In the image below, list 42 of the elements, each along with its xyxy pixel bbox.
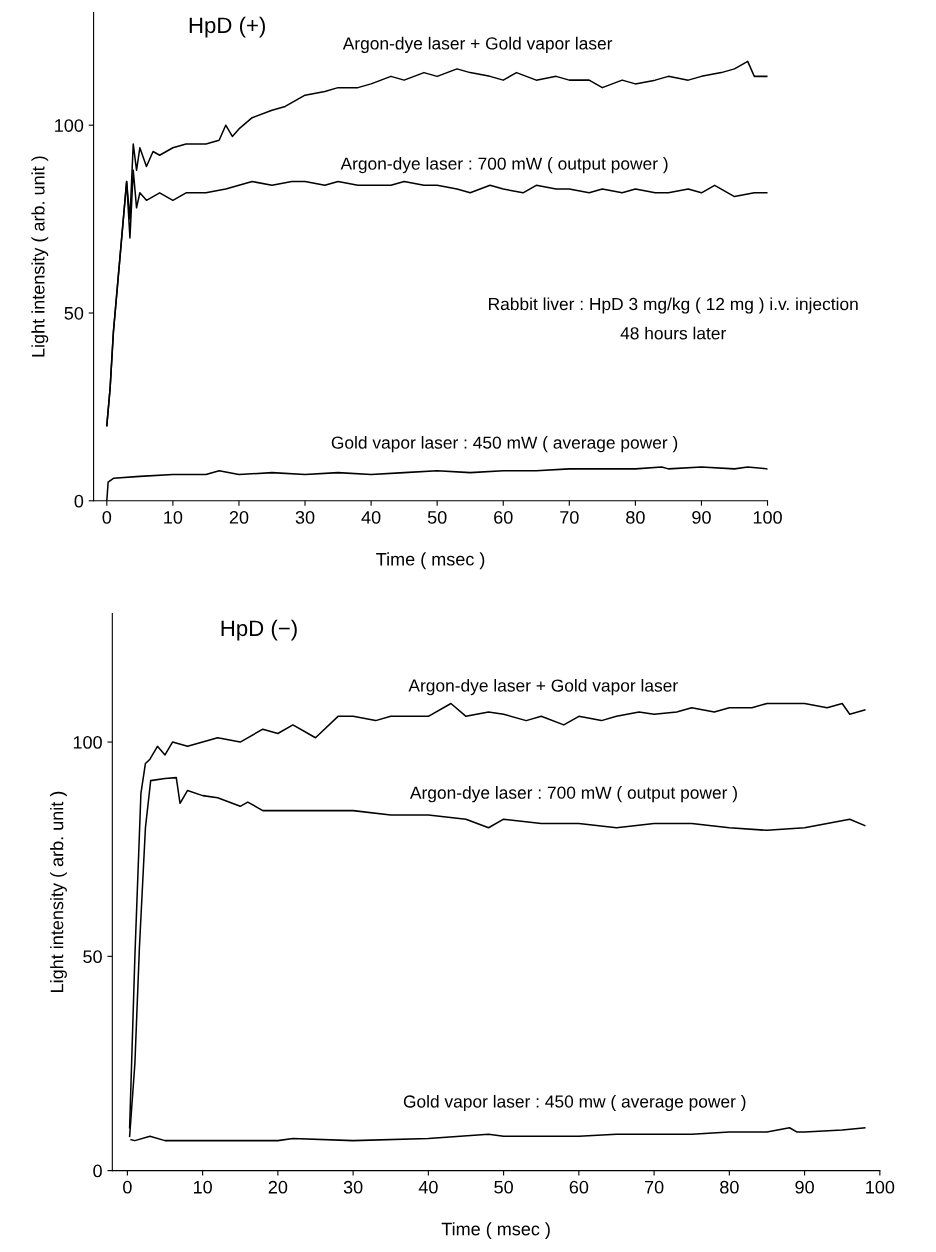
x-tick-label: 20: [268, 1180, 288, 1194]
series-label: Argon-dye laser + Gold vapor laser: [342, 36, 613, 54]
annotation: 48 hours later: [620, 326, 726, 340]
y-tick-label: 100: [55, 119, 84, 132]
x-tick-label: 20: [229, 511, 249, 524]
y-axis-title: Light intensity ( arb. unit ): [31, 156, 49, 357]
x-tick-label: 10: [193, 1180, 212, 1194]
x-tick-label: 80: [720, 1180, 739, 1194]
y-tick-label: 50: [64, 306, 84, 320]
x-tick-label: 80: [626, 511, 645, 524]
x-tick-label: 90: [692, 511, 711, 524]
x-tick-label: 40: [361, 511, 381, 524]
series-label: Gold vapor laser : 450 mW ( average power ): [331, 436, 678, 453]
x-tick-label: 30: [295, 511, 315, 524]
x-axis-title: Time ( msec ): [376, 552, 485, 570]
x-tick-label: 10: [164, 511, 183, 524]
x-tick-label: 0: [102, 511, 112, 524]
chart-title: HpD (+): [189, 16, 265, 38]
x-tick-label: 60: [494, 511, 513, 524]
y-tick-label: 0: [93, 1164, 102, 1178]
x-tick-label: 60: [569, 1180, 589, 1194]
x-tick-label: 90: [795, 1180, 814, 1194]
chart-title: HpD (−): [221, 619, 297, 641]
series-label: Argon-dye laser + Gold vapor laser: [408, 678, 678, 696]
annotation: Rabbit liver : HpD 3 mg/kg ( 12 mg ) i.v. injection: [489, 297, 858, 314]
x-tick-label: 70: [644, 1180, 664, 1194]
x-tick-label: 100: [753, 511, 782, 524]
series-label: Gold vapor laser : 450 mw ( average power ): [403, 1094, 746, 1112]
x-tick-label: 40: [418, 1180, 438, 1194]
series-label: Argon-dye laser : 700 mW ( output power ): [340, 157, 668, 174]
x-tick-label: 70: [560, 511, 579, 524]
y-axis-title: Light intensity ( arb. unit ): [50, 791, 67, 992]
series-label: Argon-dye laser : 700 mW ( output power ): [409, 786, 737, 803]
x-tick-label: 30: [343, 1180, 363, 1194]
x-tick-label: 0: [123, 1180, 132, 1194]
y-tick-label: 50: [83, 950, 102, 964]
x-tick-label: 50: [427, 511, 447, 524]
x-tick-label: 100: [866, 1180, 895, 1194]
y-tick-label: 100: [73, 735, 102, 749]
y-tick-label: 0: [74, 494, 84, 508]
x-tick-label: 50: [494, 1180, 513, 1194]
x-axis-title: Time ( msec ): [441, 1222, 550, 1239]
